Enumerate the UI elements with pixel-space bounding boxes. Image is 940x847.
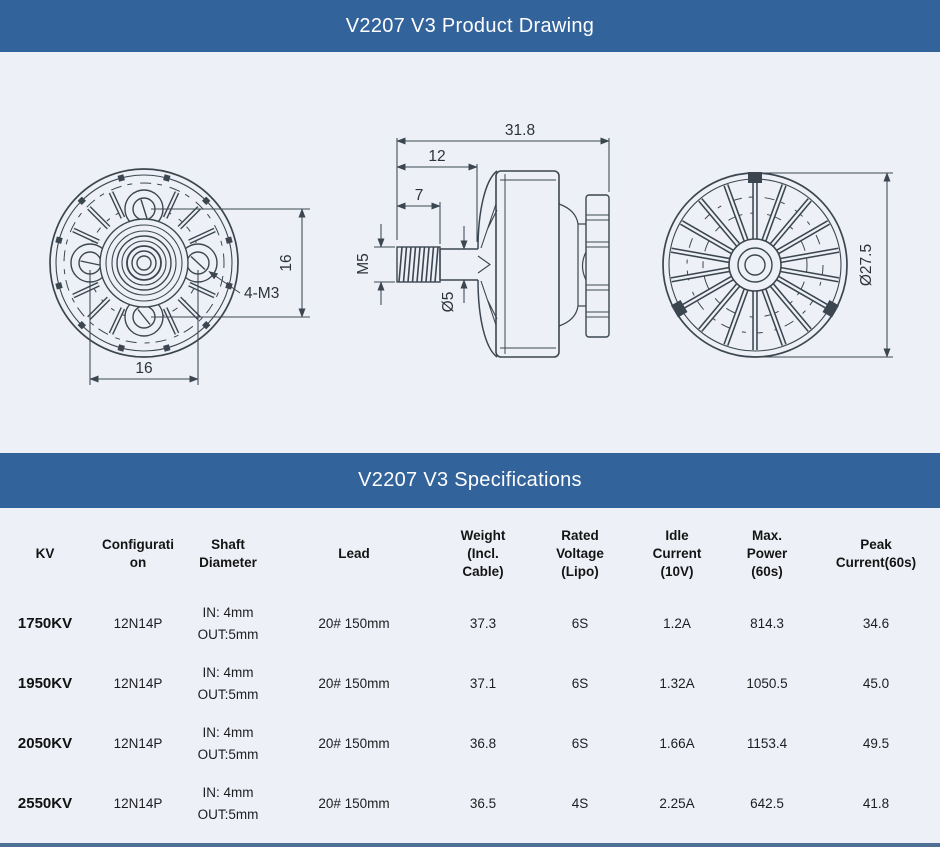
cell-shaft-diameter: IN: 4mm OUT:5mm: [197, 605, 259, 642]
cell-lead: 20# 150mm: [318, 676, 390, 692]
dim-12: [396, 163, 478, 242]
cell-peak-current: 41.8: [862, 796, 890, 812]
technical-drawing-svg: 16 16 4-M3: [49, 122, 893, 385]
dim-dia27-5-label: Ø27.5: [858, 244, 875, 286]
cell-kv: 1950KV: [17, 675, 73, 692]
product-drawing-area: 16 16 4-M3: [0, 52, 940, 453]
cell-max-power: 814.3: [750, 616, 784, 632]
col-header-rated-voltage: Rated Voltage (Lipo): [556, 527, 604, 580]
cell-configuration: 12N14P: [113, 796, 163, 812]
cell-kv: 2550KV: [17, 795, 73, 812]
cell-lead: 20# 150mm: [318, 616, 390, 632]
cell-rated-voltage: 4S: [571, 796, 589, 812]
dim-7: [396, 202, 441, 244]
col-header-kv: KV: [35, 545, 55, 561]
cell-max-power: 642.5: [750, 796, 784, 812]
dim-7-label: 7: [415, 187, 424, 204]
col-header-weight: Weight (Incl. Cable): [460, 527, 506, 580]
cell-configuration: 12N14P: [113, 616, 163, 632]
cell-peak-current: 49.5: [862, 736, 890, 752]
dim-m5: [374, 224, 395, 305]
dim-16-vertical-label: 16: [278, 254, 295, 271]
cell-weight: 37.1: [469, 676, 497, 692]
spec-title: V2207 V3 Specifications: [358, 469, 582, 491]
cell-kv: 2050KV: [17, 735, 73, 752]
dim-16-horizontal: [89, 270, 199, 385]
col-header-shaft-diameter: Shaft Diameter: [199, 536, 257, 570]
spec-row-2550kv: 2550KV 12N14P IN: 4mm OUT:5mm 20# 150mm …: [0, 774, 940, 834]
dim-16-horizontal-label: 16: [135, 360, 152, 377]
col-header-lead: Lead: [338, 545, 370, 561]
spec-header-bar: V2207 V3 Specifications: [0, 453, 940, 508]
cell-weight: 36.8: [469, 736, 497, 752]
cell-kv: 1750KV: [17, 615, 73, 632]
col-header-configuration: Configurati on: [102, 536, 174, 570]
cell-rated-voltage: 6S: [571, 736, 589, 752]
cell-lead: 20# 150mm: [318, 796, 390, 812]
cell-max-power: 1050.5: [746, 676, 788, 692]
cell-shaft-diameter: IN: 4mm OUT:5mm: [197, 665, 259, 702]
cell-peak-current: 45.0: [862, 676, 890, 692]
cell-weight: 36.5: [469, 796, 497, 812]
dim-dia27-5: [757, 172, 893, 358]
col-header-idle-current: Idle Current (10V): [652, 527, 702, 580]
cell-rated-voltage: 6S: [571, 616, 589, 632]
cell-configuration: 12N14P: [113, 676, 163, 692]
cell-configuration: 12N14P: [113, 736, 163, 752]
cell-max-power: 1153.4: [746, 736, 788, 752]
dim-16-vertical: [151, 208, 310, 318]
cell-weight: 37.3: [469, 616, 497, 632]
cell-lead: 20# 150mm: [318, 736, 390, 752]
spec-row-1950kv: 1950KV 12N14P IN: 4mm OUT:5mm 20# 150mm …: [0, 654, 940, 714]
cell-rated-voltage: 6S: [571, 676, 589, 692]
cell-idle-current: 1.66A: [659, 736, 695, 752]
dim-31-8: [396, 137, 610, 240]
cell-idle-current: 1.2A: [663, 616, 691, 632]
label-m5: M5: [355, 253, 372, 275]
drawing-title: V2207 V3 Product Drawing: [345, 14, 595, 37]
side-view-drawing: 31.8 12 7 M5: [355, 122, 610, 358]
label-4-m3: 4-M3: [244, 285, 279, 302]
cell-shaft-diameter: IN: 4mm OUT:5mm: [197, 725, 259, 762]
col-header-peak-current: Peak Current(60s): [835, 536, 917, 570]
cell-shaft-diameter: IN: 4mm OUT:5mm: [197, 785, 259, 822]
label-dia5: Ø5: [440, 292, 457, 313]
leader-4-m3: [208, 271, 241, 294]
col-header-max-power: Max. Power (60s): [746, 527, 788, 580]
dim-12-label: 12: [428, 148, 445, 165]
cell-peak-current: 34.6: [862, 616, 890, 632]
dim-31-8-label: 31.8: [505, 122, 535, 139]
bottom-divider: [0, 843, 940, 847]
spec-row-1750kv: 1750KV 12N14P IN: 4mm OUT:5mm 20# 150mm …: [0, 594, 940, 654]
cell-idle-current: 1.32A: [659, 676, 695, 692]
spec-table: KV Configurati on Shaft Diameter Lead We…: [0, 508, 940, 834]
front-view-drawing: 16 16 4-M3: [49, 168, 310, 385]
cell-idle-current: 2.25A: [659, 796, 695, 812]
spec-row-2050kv: 2050KV 12N14P IN: 4mm OUT:5mm 20# 150mm …: [0, 714, 940, 774]
spec-table-header-row: KV Configurati on Shaft Diameter Lead We…: [0, 514, 940, 594]
rear-view-drawing: Ø27.5: [662, 172, 893, 358]
drawing-header-bar: V2207 V3 Product Drawing: [0, 0, 940, 52]
